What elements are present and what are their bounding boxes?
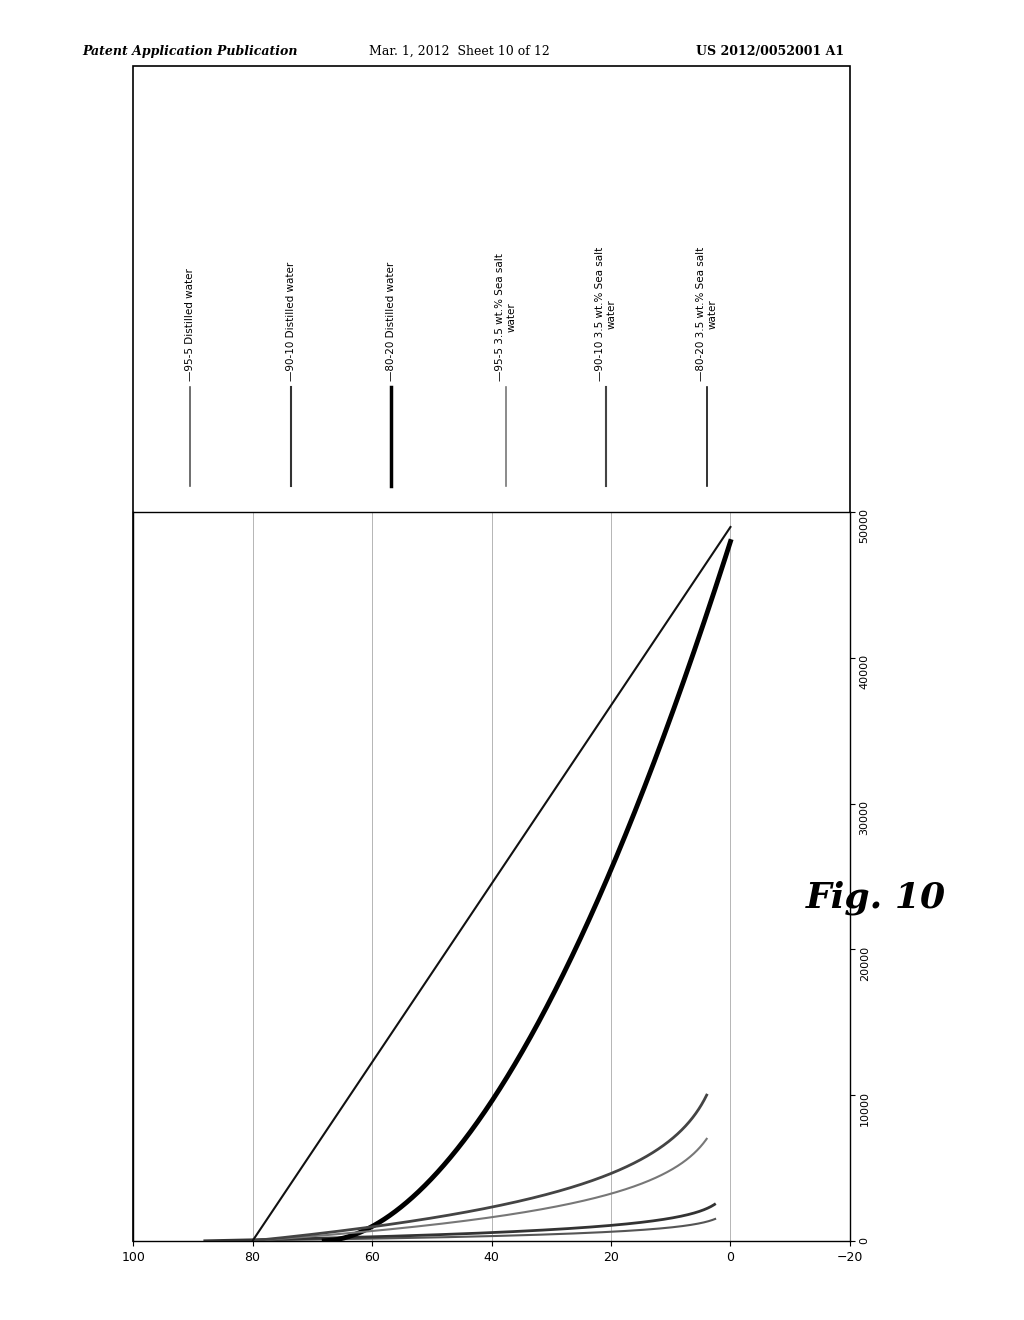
- Text: —80-20 Distilled water: —80-20 Distilled water: [386, 261, 396, 381]
- Text: US 2012/0052001 A1: US 2012/0052001 A1: [696, 45, 845, 58]
- Text: Fig. 10: Fig. 10: [806, 880, 945, 915]
- Text: —95-5 3.5 wt.% Sea salt
water: —95-5 3.5 wt.% Sea salt water: [495, 253, 517, 381]
- Text: Mar. 1, 2012  Sheet 10 of 12: Mar. 1, 2012 Sheet 10 of 12: [369, 45, 550, 58]
- Text: Patent Application Publication: Patent Application Publication: [82, 45, 297, 58]
- Text: —95-5 Distilled water: —95-5 Distilled water: [185, 268, 196, 381]
- Text: —80-20 3.5 wt.% Sea salt
water: —80-20 3.5 wt.% Sea salt water: [695, 247, 718, 381]
- Text: —90-10 Distilled water: —90-10 Distilled water: [286, 261, 296, 381]
- Text: —90-10 3.5 wt.% Sea salt
water: —90-10 3.5 wt.% Sea salt water: [595, 247, 617, 381]
